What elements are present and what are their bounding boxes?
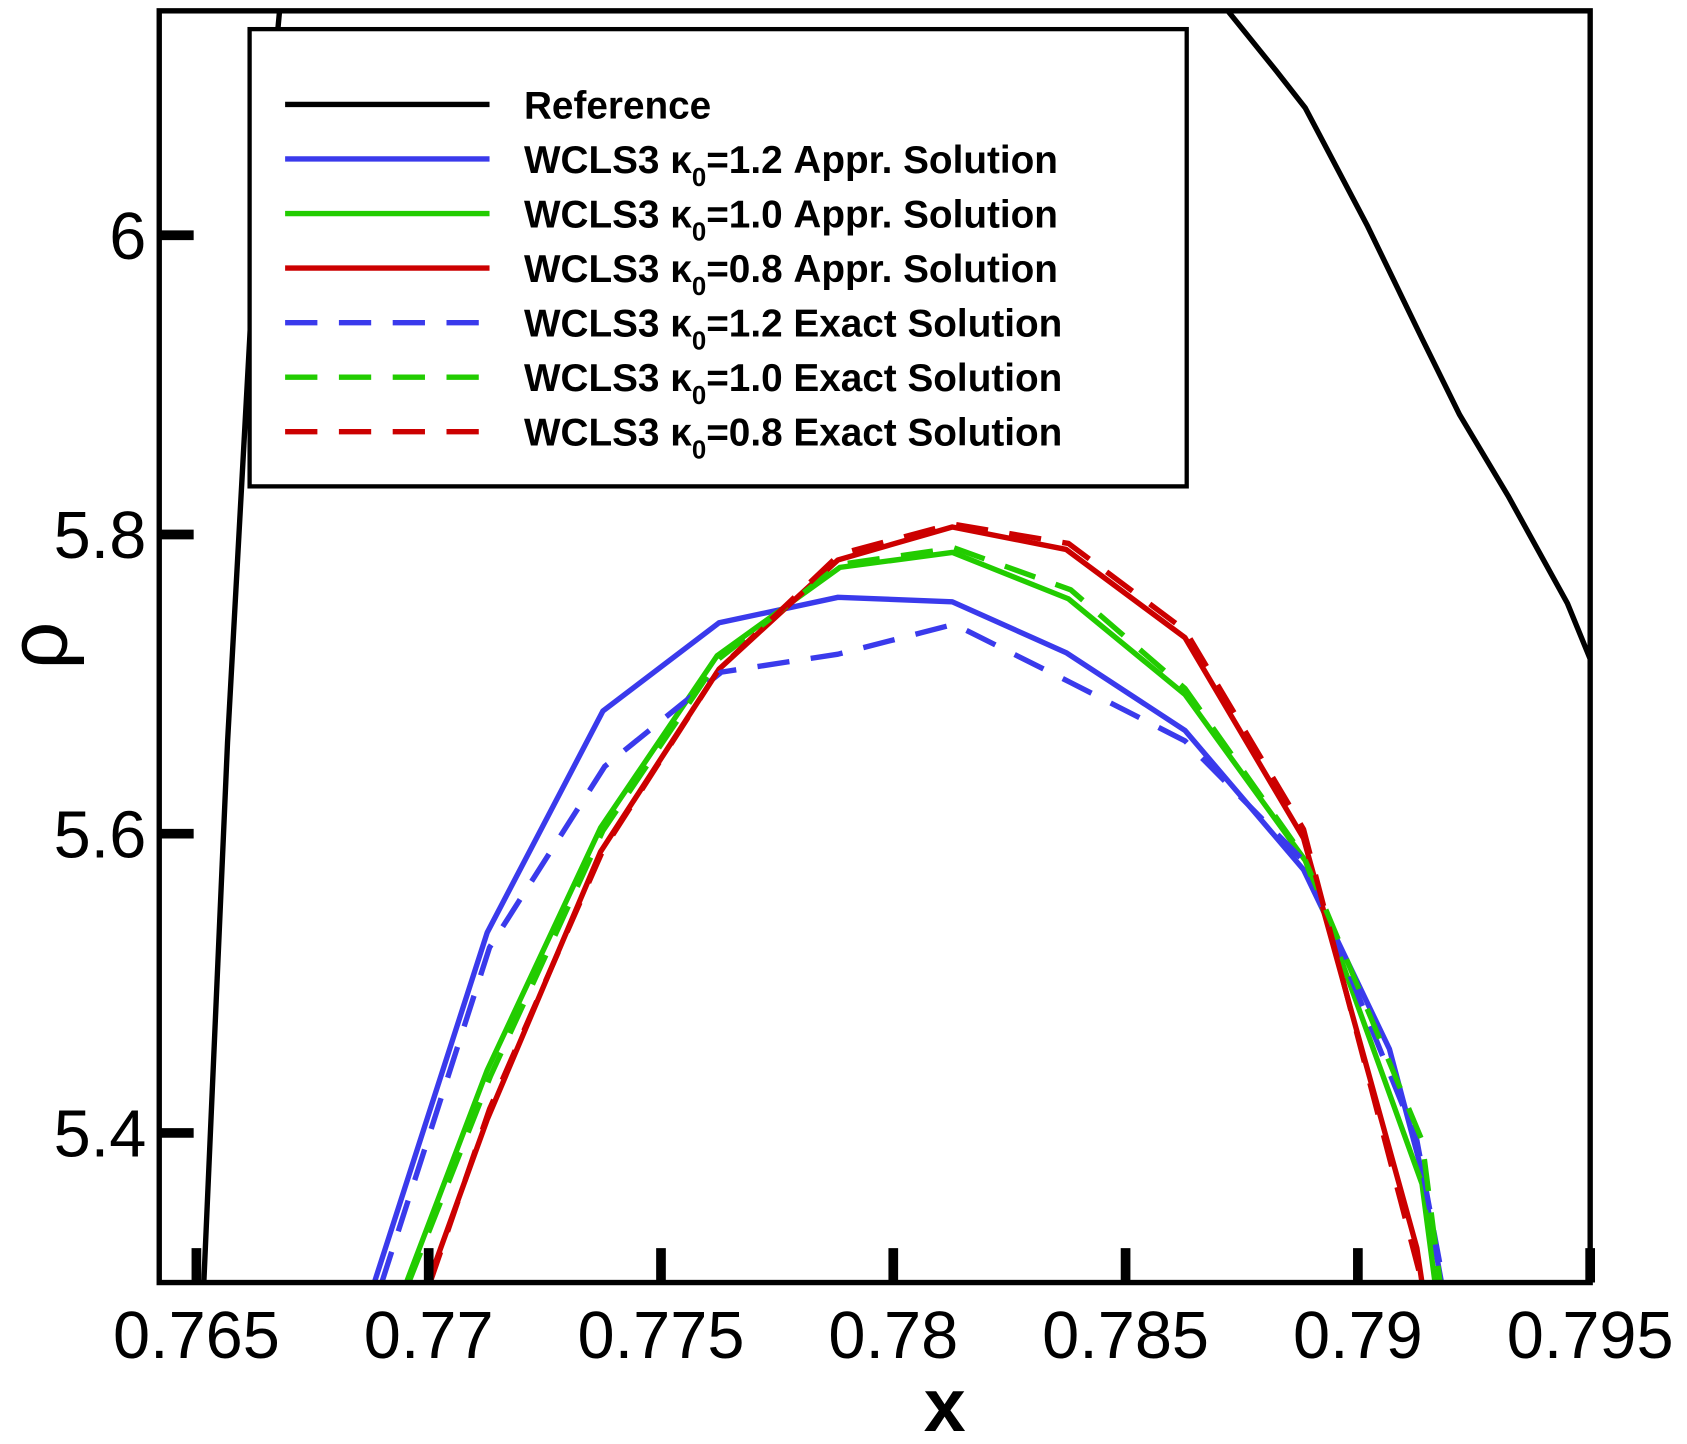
legend-label: WCLS3 κ0=1.0 Exact Solution — [524, 357, 1062, 410]
series-line — [425, 524, 1425, 1283]
x-axis-label: x — [924, 1363, 966, 1444]
x-tick-label: 0.79 — [1293, 1299, 1423, 1373]
y-tick-label: 5.4 — [54, 1098, 147, 1172]
y-tick-label: 5.6 — [54, 798, 147, 872]
legend-label: WCLS3 κ0=0.8 Appr. Solution — [524, 248, 1058, 301]
y-axis-label: ρ — [0, 622, 85, 670]
y-tick-label: 6 — [109, 200, 146, 274]
series-line — [371, 594, 1445, 1283]
x-tick-label: 0.795 — [1507, 1299, 1674, 1373]
plot-lines — [201, 10, 1591, 1283]
y-tick-label: 5.8 — [54, 499, 147, 573]
x-tick-label: 0.775 — [578, 1299, 745, 1373]
x-tick-label: 0.785 — [1042, 1299, 1209, 1373]
series-line — [427, 521, 1425, 1283]
series-line — [406, 545, 1443, 1283]
x-tick-label: 0.78 — [828, 1299, 958, 1373]
legend-label: WCLS3 κ0=1.2 Exact Solution — [524, 303, 1062, 356]
legend-label: WCLS3 κ0=1.0 Appr. Solution — [524, 194, 1058, 247]
legend-label: WCLS3 κ0=1.2 Appr. Solution — [524, 139, 1058, 192]
legend-label: WCLS3 κ0=0.8 Exact Solution — [524, 412, 1062, 465]
series-line — [379, 621, 1447, 1283]
x-tick-label: 0.77 — [364, 1299, 494, 1373]
legend-label: Reference — [524, 84, 711, 127]
plot-frame — [156, 8, 1593, 1286]
series-line — [403, 549, 1438, 1283]
x-tick-label: 0.765 — [113, 1299, 280, 1373]
